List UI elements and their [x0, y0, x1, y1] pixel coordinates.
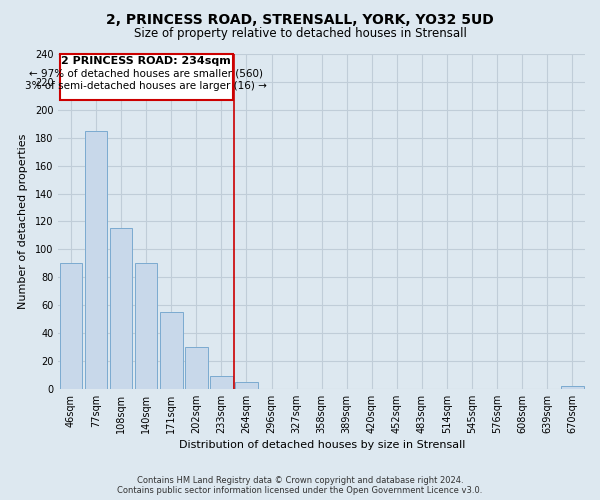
Bar — [210, 376, 233, 389]
Text: 2 PRINCESS ROAD: 234sqm: 2 PRINCESS ROAD: 234sqm — [61, 56, 231, 66]
Bar — [59, 264, 82, 389]
Text: Contains HM Land Registry data © Crown copyright and database right 2024.
Contai: Contains HM Land Registry data © Crown c… — [118, 476, 482, 495]
Text: ← 97% of detached houses are smaller (560): ← 97% of detached houses are smaller (56… — [29, 68, 263, 78]
Text: 2, PRINCESS ROAD, STRENSALL, YORK, YO32 5UD: 2, PRINCESS ROAD, STRENSALL, YORK, YO32 … — [106, 12, 494, 26]
FancyBboxPatch shape — [59, 54, 233, 100]
Bar — [561, 386, 584, 389]
Bar — [185, 347, 208, 389]
Bar — [235, 382, 258, 389]
Bar — [135, 264, 157, 389]
Bar — [85, 130, 107, 389]
Bar — [160, 312, 182, 389]
Text: Size of property relative to detached houses in Strensall: Size of property relative to detached ho… — [134, 28, 466, 40]
Bar — [110, 228, 133, 389]
X-axis label: Distribution of detached houses by size in Strensall: Distribution of detached houses by size … — [179, 440, 465, 450]
Y-axis label: Number of detached properties: Number of detached properties — [18, 134, 28, 309]
Text: 3% of semi-detached houses are larger (16) →: 3% of semi-detached houses are larger (1… — [25, 81, 267, 91]
